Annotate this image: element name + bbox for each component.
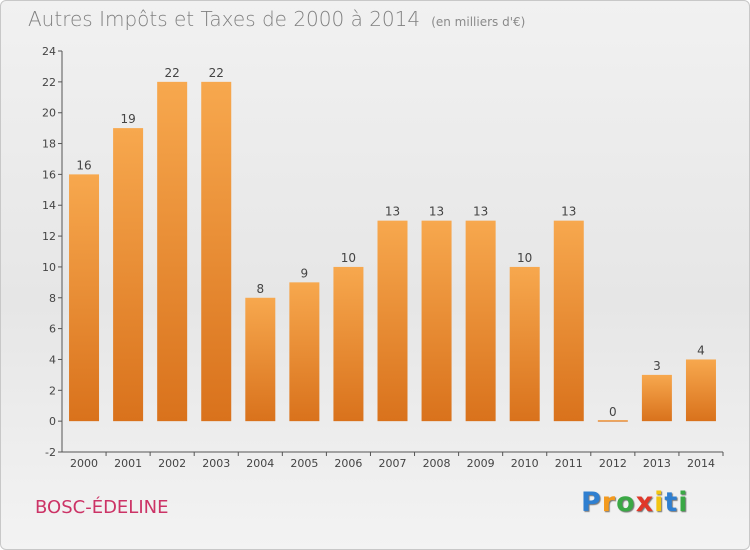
- logo-letter: t: [664, 487, 679, 518]
- y-tick-label: 10: [42, 261, 56, 274]
- data-label: 13: [429, 205, 444, 219]
- logo-letter: i: [678, 487, 689, 518]
- commune-name: BOSC-ÉDELINE: [35, 497, 169, 518]
- bar: [245, 297, 276, 422]
- data-label: 4: [697, 343, 705, 357]
- bar: [509, 266, 540, 422]
- bar: [553, 220, 584, 422]
- logo-letter: x: [635, 487, 655, 518]
- bar: [113, 128, 144, 422]
- data-label: 13: [561, 205, 576, 219]
- logo-letter: i: [654, 487, 665, 518]
- data-labels: 16 19 22 22 8 9 10 13 13 13 10 13 0 3 4: [76, 66, 704, 419]
- proxiti-logo: Proxiti: [581, 487, 689, 518]
- x-tick-label: 2001: [114, 457, 142, 470]
- y-tick-label: -2: [45, 446, 56, 459]
- y-tick-label: 6: [49, 323, 56, 336]
- data-label: 3: [653, 359, 661, 373]
- y-tick-label: 16: [42, 168, 56, 181]
- y-tick-label: 18: [42, 138, 56, 151]
- data-label: 10: [341, 251, 356, 265]
- data-label: 19: [120, 112, 135, 126]
- x-tick-label: 2008: [423, 457, 451, 470]
- data-label: 13: [473, 205, 488, 219]
- bar: [685, 359, 716, 422]
- x-tick-label: 2013: [643, 457, 671, 470]
- x-tick-label: 2004: [246, 457, 274, 470]
- chart-unit: (en milliers d'€): [431, 15, 526, 29]
- bar: [201, 81, 232, 422]
- data-label: 22: [209, 66, 224, 80]
- bar: [333, 266, 364, 422]
- y-tick-label: 4: [49, 353, 56, 366]
- bars: [69, 81, 716, 422]
- chart-title: Autres Impôts et Taxes de 2000 à 2014: [28, 7, 421, 31]
- y-tick-label: 2: [49, 384, 56, 397]
- data-label: 16: [76, 158, 91, 172]
- title-row: Autres Impôts et Taxes de 2000 à 2014 (e…: [28, 7, 525, 31]
- x-tick-label: 2011: [555, 457, 583, 470]
- x-tick-label: 2010: [511, 457, 539, 470]
- data-label: 10: [517, 251, 532, 265]
- x-tick-label: 2005: [290, 457, 318, 470]
- x-tick-label: 2009: [467, 457, 495, 470]
- bar: [289, 282, 320, 422]
- logo-letter: P: [581, 487, 602, 518]
- x-tick-label: 2012: [599, 457, 627, 470]
- bar: [69, 174, 100, 422]
- x-tick-label: 2003: [202, 457, 230, 470]
- y-tick-label: 20: [42, 107, 56, 120]
- y-tick-label: 22: [42, 76, 56, 89]
- bar: [597, 420, 628, 422]
- data-label: 8: [256, 282, 264, 296]
- bar: [157, 81, 188, 422]
- bar: [377, 220, 408, 422]
- y-tick-label: 8: [49, 292, 56, 305]
- logo-letter: o: [616, 487, 636, 518]
- y-tick-label: 0: [49, 415, 56, 428]
- y-tick-label: 12: [42, 230, 56, 243]
- data-label: 9: [301, 266, 309, 280]
- data-label: 13: [385, 205, 400, 219]
- data-label: 0: [609, 405, 617, 419]
- x-tick-label: 2000: [70, 457, 98, 470]
- x-tick-label: 2006: [334, 457, 362, 470]
- bar: [641, 374, 672, 422]
- y-tick-label: 14: [42, 199, 56, 212]
- x-tick-label: 2007: [379, 457, 407, 470]
- bar: [421, 220, 452, 422]
- x-tick-label: 2014: [687, 457, 715, 470]
- x-tick-label: 2002: [158, 457, 186, 470]
- data-label: 22: [165, 66, 180, 80]
- bar: [465, 220, 496, 422]
- y-tick-label: 24: [42, 45, 56, 58]
- logo-letter: r: [601, 487, 617, 518]
